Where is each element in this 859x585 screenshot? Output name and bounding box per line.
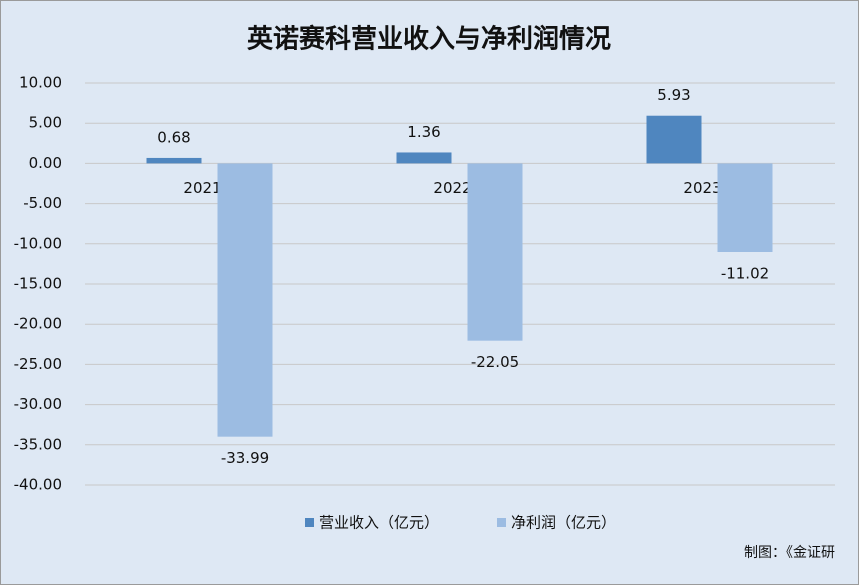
y-tick-label: -35.00 <box>14 435 62 453</box>
bar <box>217 163 273 437</box>
value-label: -11.02 <box>721 265 769 283</box>
y-tick-label: -5.00 <box>23 194 62 212</box>
y-tick-label: -40.00 <box>14 476 62 494</box>
legend-swatch <box>305 518 314 527</box>
legend-swatch <box>497 518 506 527</box>
chart-title: 英诺赛科营业收入与净利润情况 <box>247 24 611 55</box>
value-label: -22.05 <box>471 353 519 371</box>
y-tick-label: 0.00 <box>29 154 62 172</box>
legend-label: 营业收入（亿元） <box>319 514 439 532</box>
y-tick-label: -15.00 <box>14 275 62 293</box>
bar <box>717 163 773 253</box>
y-tick-label: -10.00 <box>14 234 62 252</box>
value-label: 1.36 <box>407 123 440 141</box>
y-tick-label: -20.00 <box>14 315 62 333</box>
bar <box>646 115 702 164</box>
legend-label: 净利润（亿元） <box>511 514 616 532</box>
bar <box>146 157 202 164</box>
value-label: 5.93 <box>657 86 690 104</box>
y-tick-label: -30.00 <box>14 395 62 413</box>
bar <box>396 152 452 164</box>
source-note: 制图：《金证研 <box>744 545 835 561</box>
bar <box>467 163 523 341</box>
y-tick-label: 5.00 <box>29 114 62 132</box>
value-label: -33.99 <box>221 449 269 467</box>
y-tick-label: 10.00 <box>19 74 62 92</box>
y-tick-label: -25.00 <box>14 355 62 373</box>
value-label: 0.68 <box>157 128 190 146</box>
